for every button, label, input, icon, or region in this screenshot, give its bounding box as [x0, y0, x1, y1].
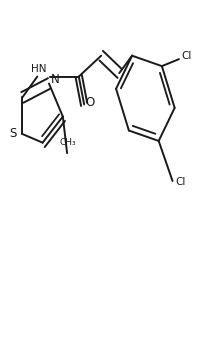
Text: CH₃: CH₃	[60, 138, 76, 147]
Text: S: S	[10, 127, 17, 141]
Text: O: O	[85, 96, 95, 109]
Text: Cl: Cl	[176, 177, 186, 187]
Text: N: N	[50, 73, 59, 86]
Text: HN: HN	[31, 64, 46, 74]
Text: Cl: Cl	[182, 52, 192, 61]
